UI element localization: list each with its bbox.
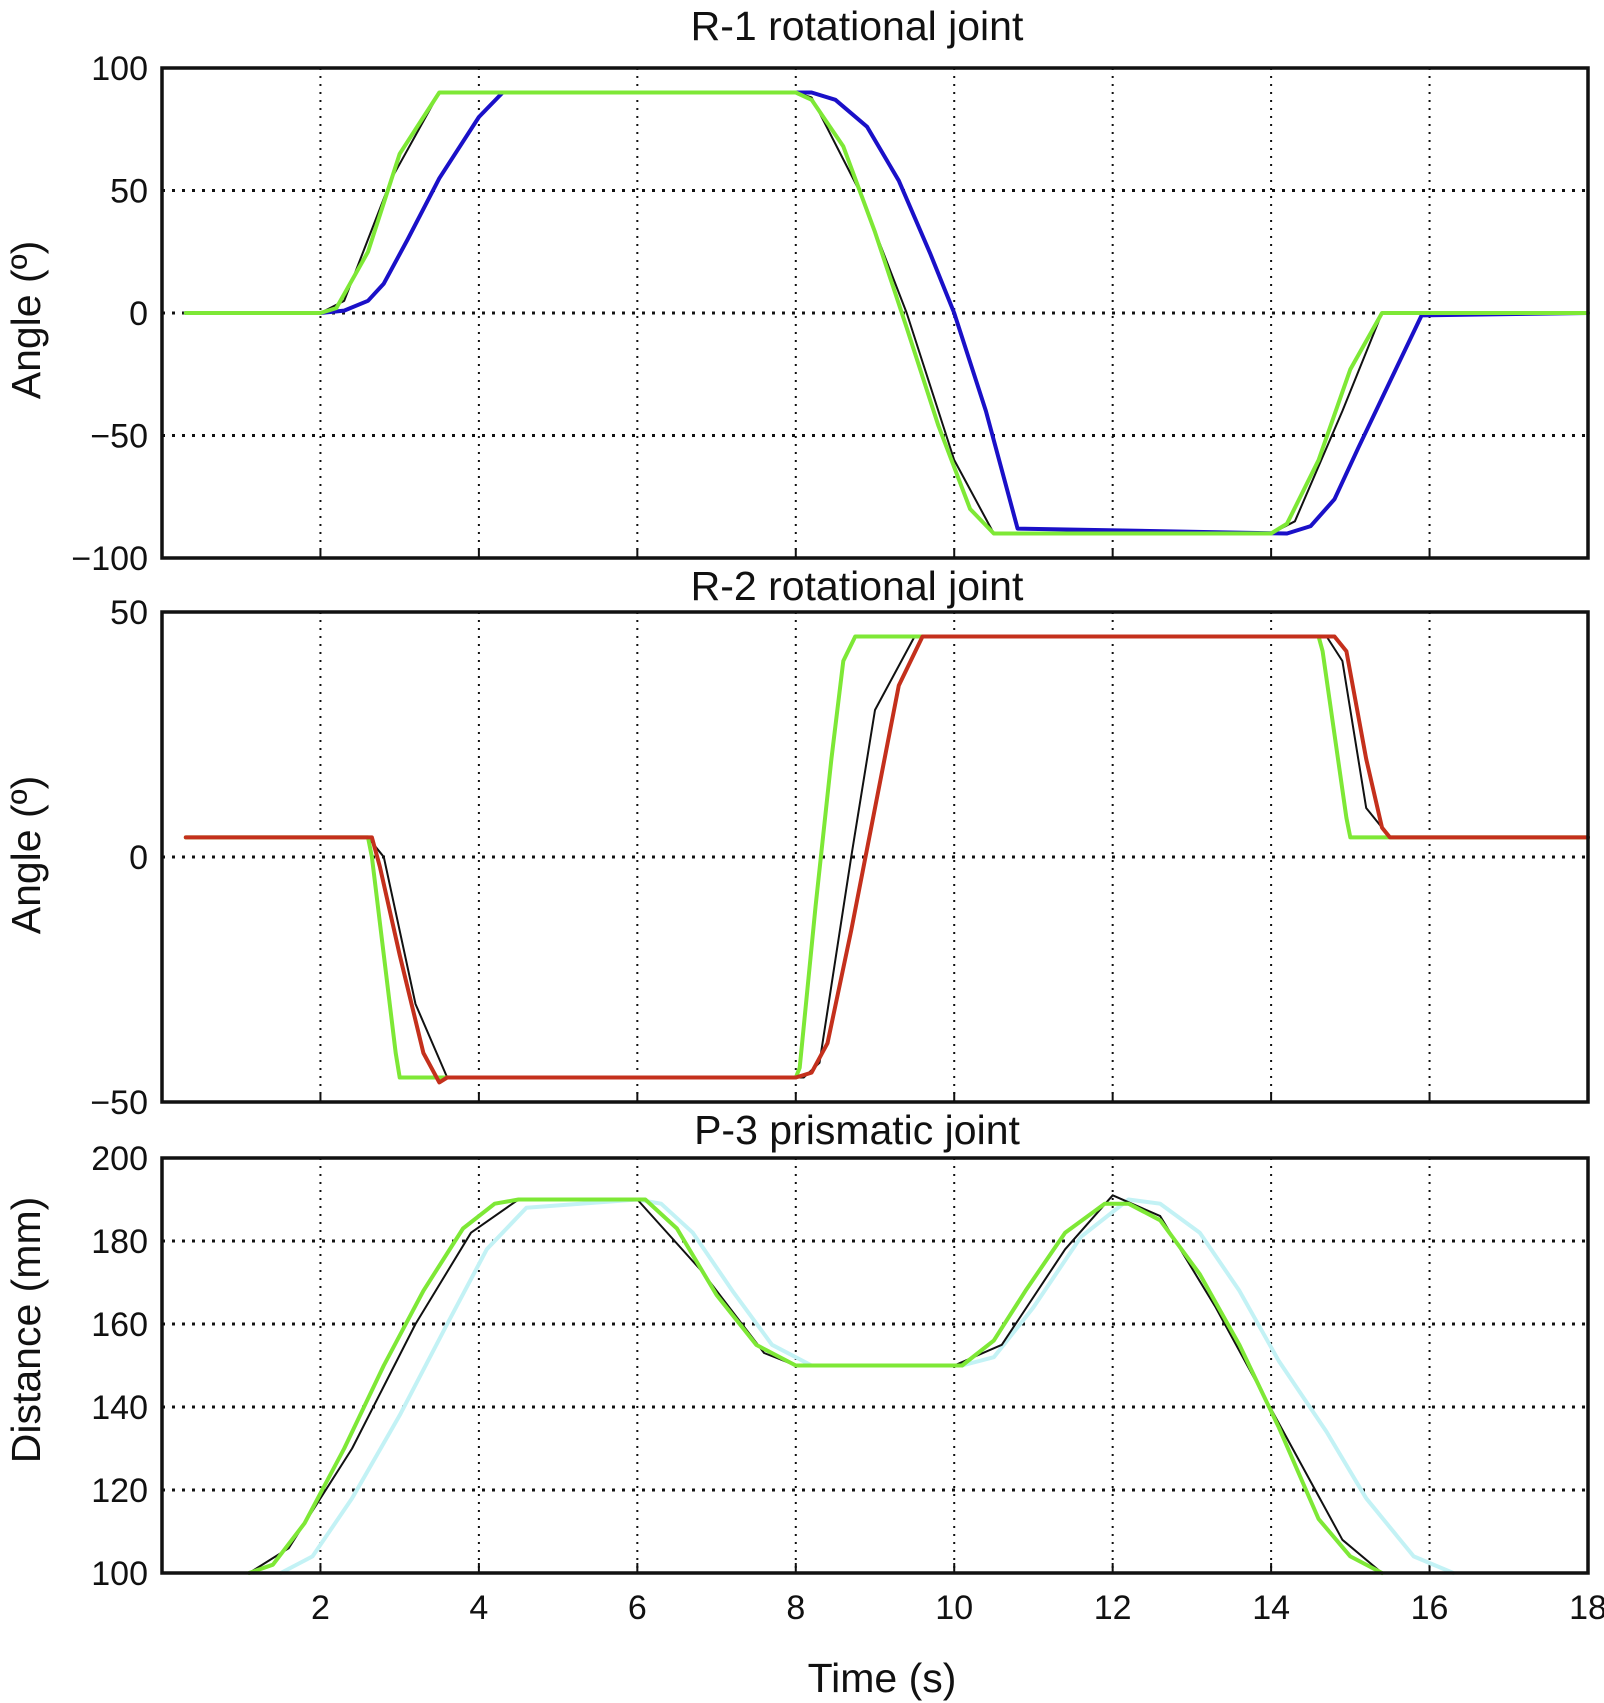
x-tick-label-8: 8 [786,1589,805,1627]
panel-r1-y-tick-label-2: 0 [129,295,148,333]
panel-p3: P-3 prismatic joint Distance (mm) 2 4 6 8 10… [3,1107,1604,1701]
panel-r1-series-line-2 [183,90,1590,536]
x-tick-label-18: 18 [1569,1589,1604,1627]
panel-r2-series-line-2 [183,634,1590,1085]
panel-r1: R-1 rotational joint Angle (º) 100 50 0 −50… [3,3,1590,578]
panel-p3-tick-labels: 2 4 6 8 10 12 14 16 18 200 180 160 140 120 100 [91,1140,1604,1627]
panel-r1-series [183,90,1590,536]
panel-r1-y-axis-label: Angle (º) [3,241,49,400]
panel-p3-y-tick-label-1: 180 [91,1223,148,1261]
x-tick-label-12: 12 [1094,1589,1132,1627]
panel-r1-title: R-1 rotational joint [691,3,1024,49]
panel-p3-title: P-3 prismatic joint [694,1107,1020,1153]
x-tick-label-16: 16 [1411,1589,1449,1627]
panel-r1-y-tick-label-0: 100 [91,50,148,88]
panel-r2-frame [160,610,1590,1104]
panel-p3-y-tick-label-3: 140 [91,1389,148,1427]
panel-r2: R-2 rotational joint Angle (º) 50 0 −50 [3,563,1590,1122]
panel-r2-y-tick-label-2: −50 [90,1084,148,1122]
panel-r2-tick-labels: 50 0 −50 [90,594,148,1122]
panel-p3-y-tick-label-5: 100 [91,1555,148,1593]
panel-r1-series-line-0 [183,90,1590,536]
panel-r2-title: R-2 rotational joint [691,563,1024,609]
panel-r1-frame [160,66,1590,560]
panel-r1-y-tick-label-1: 50 [110,173,148,211]
panel-r2-series-line-1 [183,634,1590,1080]
panel-r2-y-tick-label-1: 0 [129,839,148,877]
x-tick-label-6: 6 [628,1589,647,1627]
panel-r2-y-tick-label-0: 50 [110,594,148,632]
panel-p3-y-tick-label-2: 160 [91,1306,148,1344]
x-tick-label-10: 10 [935,1589,973,1627]
panel-p3-y-tick-label-0: 200 [91,1140,148,1178]
panel-r1-y-tick-label-3: −50 [90,418,148,456]
panel-p3-y-tick-label-4: 120 [91,1472,148,1510]
panel-p3-series-line-2 [247,1197,1384,1575]
panel-p3-y-axis-label: Distance (mm) [3,1197,49,1464]
panel-r1-y-tick-label-4: −100 [71,540,148,578]
x-tick-label-14: 14 [1252,1589,1290,1627]
panel-r2-series [183,634,1590,1085]
panel-p3-frame [160,1156,1590,1575]
panel-r2-y-axis-label: Angle (º) [3,776,49,935]
x-tick-label-4: 4 [469,1589,488,1627]
panel-p3-grid [162,1158,1589,1573]
panel-r2-series-line-0 [184,635,1589,1079]
x-tick-label-2: 2 [311,1589,330,1627]
x-axis-label: Time (s) [808,1655,957,1701]
panel-p3-series [247,1194,1456,1575]
panel-r1-tick-labels: 100 50 0 −50 −100 [71,50,148,578]
